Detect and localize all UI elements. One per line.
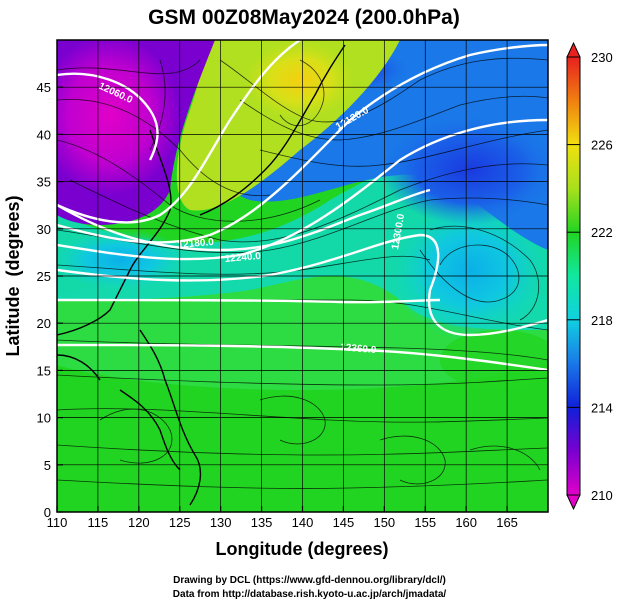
x-axis: 110 115 120 125 130 135 140 145 150 155 160 165 [47,506,518,530]
colorbar-tick-label: 218 [591,313,613,328]
colorbar-fill [566,56,581,496]
y-tick-label: 10 [37,411,51,426]
x-tick-label: 145 [333,515,355,530]
y-tick-label: 40 [37,127,51,142]
contour-label-6: 12360.0 [340,342,377,356]
contour-label-4: 12240.0 [224,251,261,265]
y-tick-label: 20 [37,316,51,331]
y-axis: 0 5 10 15 20 25 30 35 40 45 [37,80,63,520]
plot-area: 12060.0 12180.0 12120.0 12240.0 12300.0 … [57,40,548,512]
colorbar-min-arrow [566,494,581,511]
y-tick-label: 30 [37,222,51,237]
x-tick-label: 165 [496,515,518,530]
x-tick-label: 110 [47,515,68,530]
colorbar-ticks: 210 214 218 222 226 230 [567,50,613,503]
colorbar-tick-label: 210 [591,488,613,503]
x-tick-label: 130 [210,515,232,530]
x-tick-label: 125 [169,515,191,530]
x-tick-label: 140 [292,515,314,530]
field-yellow-core [245,40,355,120]
colorbar-tick-label: 230 [591,50,613,65]
y-tick-label: 0 [44,505,51,520]
colorbar-tick-label: 226 [591,138,613,153]
x-axis-label: Longitude (degrees) [215,539,388,559]
grid-layer [57,40,548,512]
colorbar-max-arrow [566,41,581,58]
contour-layer [57,40,548,372]
field-deep-blue [380,115,548,225]
y-tick-label: 45 [37,80,51,95]
y-tick-label: 25 [37,269,51,284]
chart-title: GSM 00Z08May2024 (200.0hPa) [148,6,460,29]
x-tick-label: 135 [251,515,273,530]
x-tick-label: 115 [88,515,109,530]
x-tick-label: 160 [455,515,477,530]
colorbar-tick-label: 214 [591,400,613,415]
credit-data-source: Data from http://database.rish.kyoto-u.a… [172,589,447,600]
colorbar: 210 214 218 222 226 230 [566,41,613,511]
x-tick-label: 150 [373,515,395,530]
colorbar-tick-label: 222 [591,225,613,240]
credit-dcl: Drawing by DCL (https://www.gfd-dennou.o… [173,575,446,586]
contour-label-2: 12180.0 [177,237,214,251]
x-tick-label: 155 [414,515,436,530]
field-green-se [440,330,548,390]
x-tick-label: 120 [128,515,150,530]
field-magenta-core [57,40,180,195]
y-tick-label: 5 [44,458,51,473]
y-tick-label: 15 [37,363,51,378]
y-tick-label: 35 [37,175,51,190]
y-axis-label: Latitude (degrees) [3,195,23,356]
